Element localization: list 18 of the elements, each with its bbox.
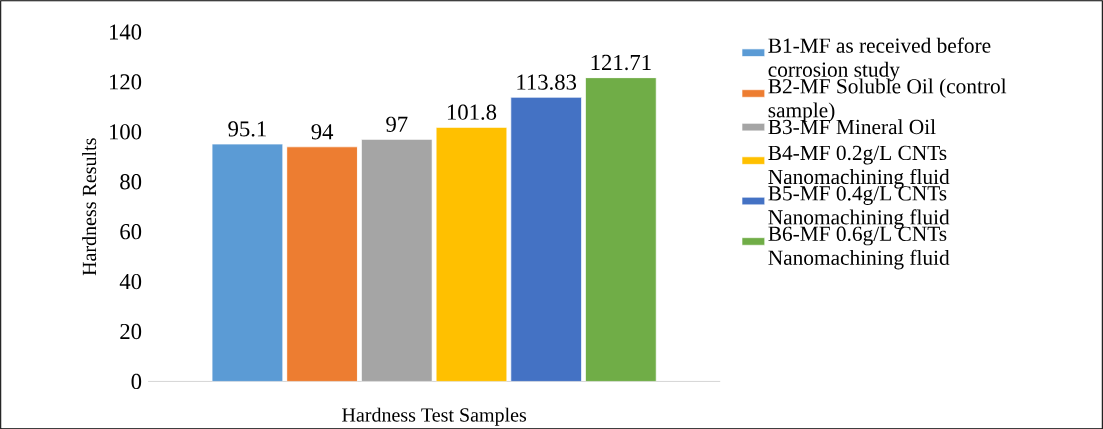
data-label: 121.71 <box>591 54 651 70</box>
data-label: 113.83 <box>517 74 577 90</box>
x-axis-title: Hardness Test Samples <box>342 407 527 426</box>
data-label: 94 <box>311 123 334 140</box>
y-tick-label: 20 <box>120 323 142 339</box>
y-tick-label: 60 <box>120 223 142 240</box>
y-tick-label: 0 <box>131 373 142 389</box>
y-axis-title: Hardness Results <box>82 138 97 276</box>
y-tick-label: 100 <box>109 123 142 140</box>
y-tick-label: 120 <box>109 74 142 90</box>
data-label: 97 <box>386 116 408 132</box>
bar <box>510 96 582 382</box>
bar <box>211 143 284 382</box>
data-label: 95.1 <box>228 121 266 137</box>
y-tick-label: 140 <box>109 24 142 40</box>
data-label: 101.8 <box>447 104 497 120</box>
y-tick-label: 80 <box>120 173 142 190</box>
y-tick-label: 40 <box>119 273 142 290</box>
